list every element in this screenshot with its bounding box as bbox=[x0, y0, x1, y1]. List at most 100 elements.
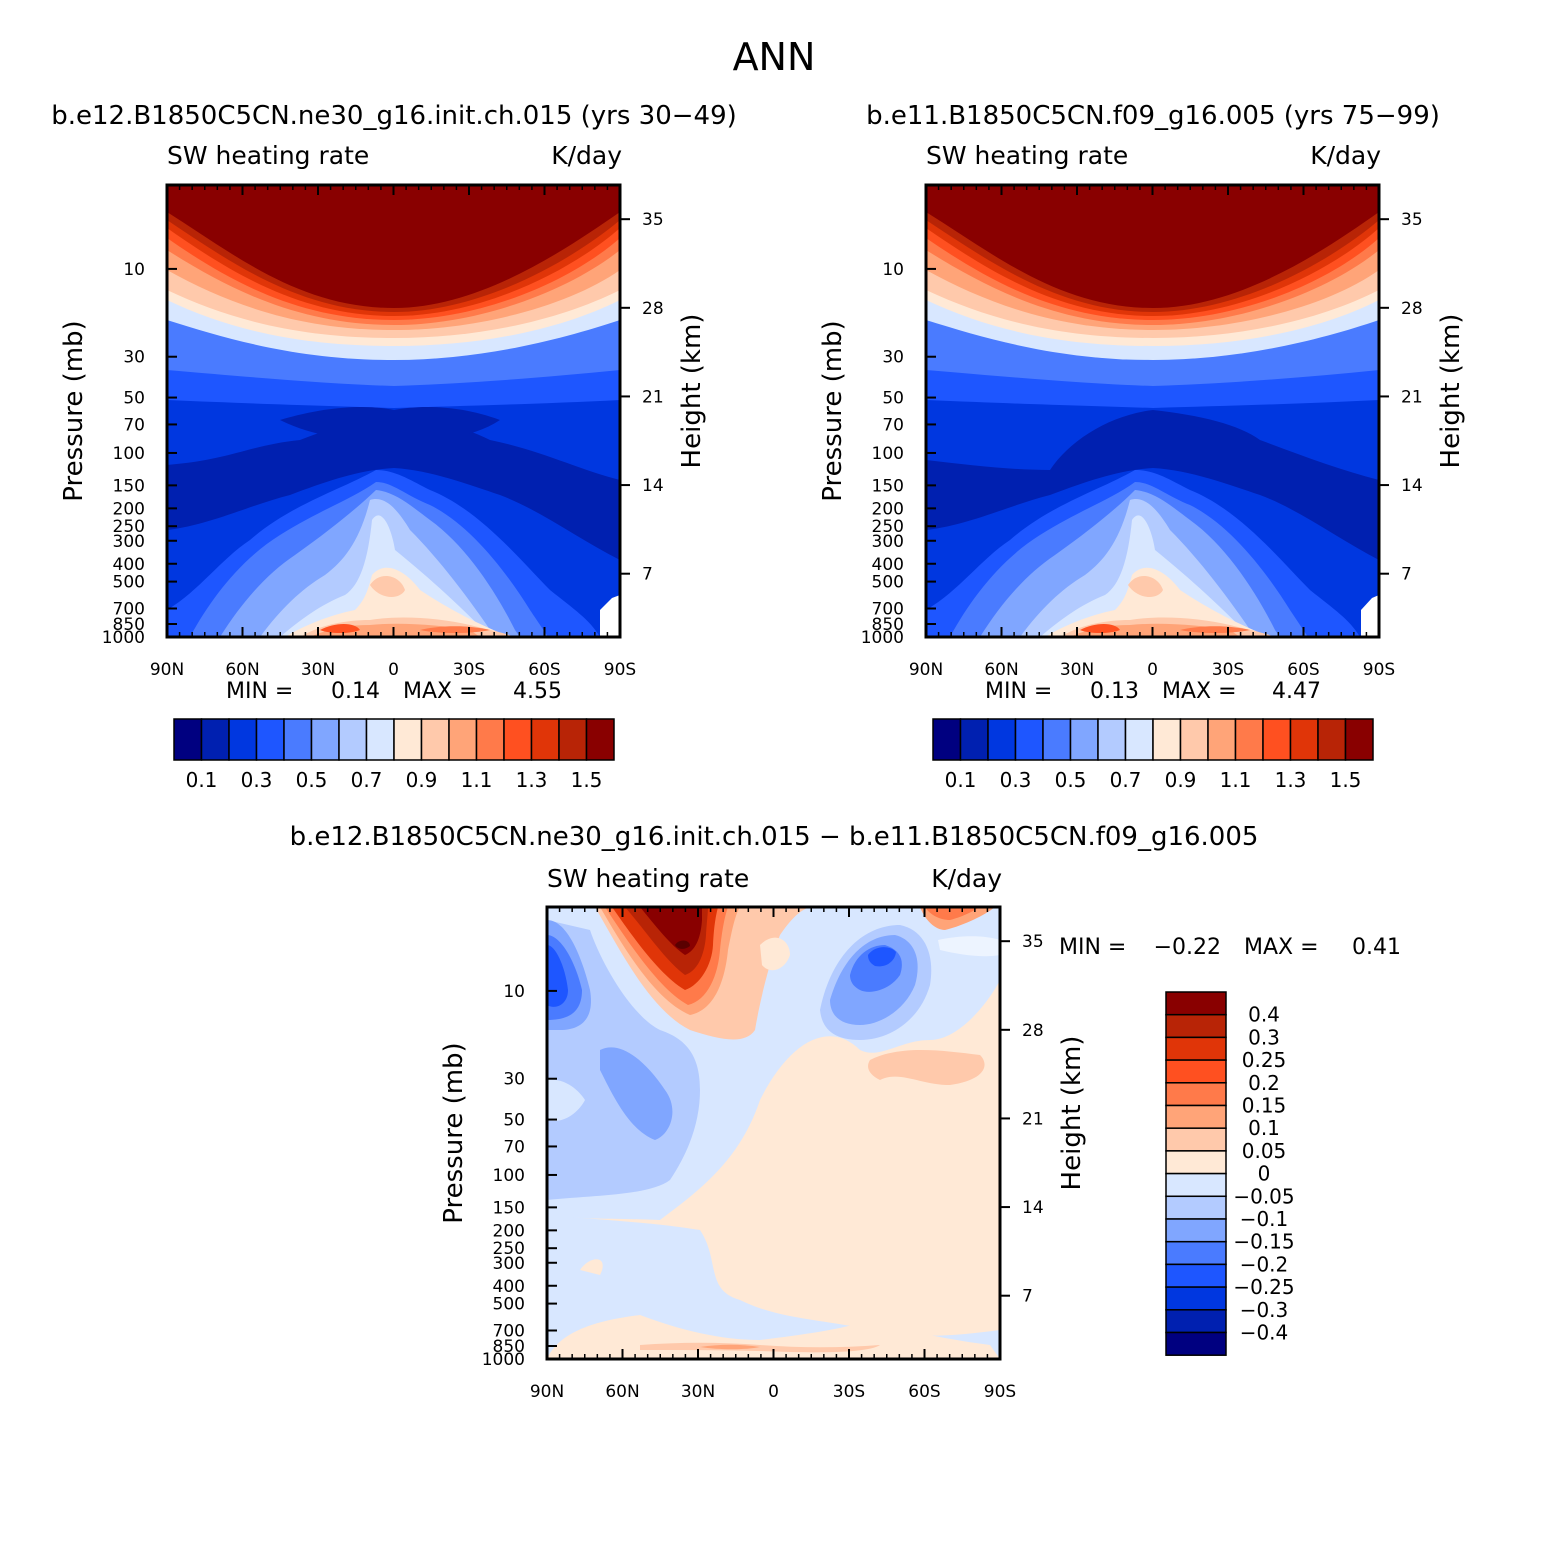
panel-right-ytick-label: 1000 bbox=[861, 628, 904, 648]
panel-diff-variable: SW heating rate bbox=[547, 864, 749, 893]
figure-title: ANN bbox=[733, 35, 816, 79]
panel-right-colorbar-label: 0.3 bbox=[1000, 768, 1032, 792]
panel-diff-min-value: −0.22 bbox=[1154, 935, 1221, 960]
panel-diff-colorbar-swatch bbox=[1165, 1218, 1227, 1243]
panel-diff-xtick-label: 30N bbox=[681, 1382, 715, 1402]
panel-left-colorbar-label: 0.9 bbox=[406, 768, 438, 792]
panel-diff-xtick-label: 0 bbox=[768, 1382, 779, 1402]
panel-diff-ylabel-right: Height (km) bbox=[1057, 1036, 1087, 1191]
panel-right-xtick-label: 60N bbox=[984, 660, 1018, 680]
panel-left-xtick-label: 90N bbox=[150, 660, 184, 680]
panel-right-colorbar-label: 0.9 bbox=[1165, 768, 1197, 792]
panel-left-ytick-label: 50 bbox=[123, 389, 145, 409]
panel-diff: b.e12.B1850C5CN.ne30_g16.init.ch.015 − b… bbox=[290, 822, 1401, 1361]
panel-diff-ytick-label: 10 bbox=[503, 982, 525, 1002]
panel-left-colorbar-swatch bbox=[228, 718, 258, 761]
panel-left-colorbar-swatch bbox=[173, 718, 203, 761]
panel-right-ytick-label: 200 bbox=[872, 499, 904, 519]
panel-right-colorbar-swatch bbox=[1014, 718, 1044, 761]
panel-left-contours bbox=[167, 185, 620, 637]
panel-diff-ytick-label: 300 bbox=[493, 1254, 525, 1274]
panel-right-htick-label: 28 bbox=[1401, 299, 1423, 319]
panel-right-htick-label: 7 bbox=[1401, 565, 1412, 585]
panel-diff-htick-label: 14 bbox=[1022, 1198, 1044, 1218]
panel-right-colorbar-swatch bbox=[1207, 718, 1237, 761]
panel-right-colorbar-swatch bbox=[1344, 718, 1374, 761]
panel-left-colorbar-label: 0.5 bbox=[296, 768, 328, 792]
panel-diff-xtick-label: 60S bbox=[908, 1382, 940, 1402]
panel-diff-colorbar-label: −0.1 bbox=[1240, 1207, 1289, 1231]
panel-left-xtick-label: 60N bbox=[225, 660, 259, 680]
panel-diff-colorbar-swatch bbox=[1165, 1036, 1227, 1061]
panel-right-colorbar-label: 1.1 bbox=[1220, 768, 1252, 792]
panel-left-ytick-label: 850 bbox=[113, 615, 145, 635]
panel-left-colorbar-label: 0.1 bbox=[186, 768, 218, 792]
panel-left-ytick-label: 400 bbox=[113, 555, 145, 575]
panel-diff-title: b.e12.B1850C5CN.ne30_g16.init.ch.015 − b… bbox=[290, 822, 1259, 852]
panel-diff-colorbar-swatch bbox=[1165, 1263, 1227, 1288]
panel-left-variable: SW heating rate bbox=[167, 141, 369, 170]
panel-left-xtick-label: 30N bbox=[301, 660, 335, 680]
panel-right-contours bbox=[926, 185, 1379, 637]
panel-right-ylabel: Pressure (mb) bbox=[818, 320, 848, 501]
panel-left-colorbar-swatch bbox=[283, 718, 313, 761]
panel-diff-ytick-label: 30 bbox=[503, 1070, 525, 1090]
panel-diff-colorbar-swatch bbox=[1165, 991, 1227, 1016]
panel-right-colorbar-label: 0.1 bbox=[945, 768, 977, 792]
panel-right-colorbar-swatch bbox=[1234, 718, 1264, 761]
panel-left-ytick-label: 300 bbox=[113, 532, 145, 552]
panel-right-htick-label: 21 bbox=[1401, 387, 1423, 407]
panel-diff-colorbar-swatch bbox=[1165, 1195, 1227, 1220]
panel-left-htick-label: 21 bbox=[642, 387, 664, 407]
panel-right-htick-label: 35 bbox=[1401, 210, 1423, 230]
panel-right-xtick-label: 60S bbox=[1287, 660, 1319, 680]
panel-left-colorbar-swatch bbox=[448, 718, 478, 761]
panel-diff-colorbar-swatch bbox=[1165, 1240, 1227, 1266]
panel-left-colorbar-label: 0.7 bbox=[351, 768, 383, 792]
panel-diff-ytick-label: 500 bbox=[493, 1295, 525, 1315]
panel-right-ytick-label: 850 bbox=[872, 615, 904, 635]
panel-diff-units: K/day bbox=[931, 864, 1002, 893]
panel-left-ytick-label: 30 bbox=[123, 348, 145, 368]
panel-diff-colorbar-label: 0.4 bbox=[1248, 1003, 1280, 1027]
panel-diff-ytick-label: 50 bbox=[503, 1111, 525, 1131]
panel-left-max-label: MAX = bbox=[403, 679, 478, 704]
panel-right-colorbar-label: 1.5 bbox=[1330, 768, 1362, 792]
panel-right-colorbar-swatch bbox=[1262, 718, 1292, 761]
panel-diff-ytick-label: 70 bbox=[503, 1137, 525, 1157]
panel-left-ytick-label: 70 bbox=[123, 415, 145, 435]
panel-diff-colorbar-label: 0.2 bbox=[1248, 1071, 1280, 1095]
panel-diff-colorbar-swatch bbox=[1165, 1150, 1227, 1175]
panel-diff-ylabel: Pressure (mb) bbox=[439, 1042, 469, 1223]
panel-left: b.e12.B1850C5CN.ne30_g16.init.ch.015 (yr… bbox=[51, 101, 737, 639]
panel-right-ytick-label: 500 bbox=[872, 573, 904, 593]
panel-left-xtick-label: 60S bbox=[528, 660, 560, 680]
panel-right-xtick-label: 0 bbox=[1147, 660, 1158, 680]
panel-diff-max-label: MAX = bbox=[1244, 935, 1319, 960]
panel-left-colorbar-swatch bbox=[338, 718, 368, 761]
panel-diff-colorbar-label: −0.15 bbox=[1233, 1230, 1294, 1254]
panel-right-ytick-label: 700 bbox=[872, 599, 904, 619]
panel-right-colorbar-label: 0.5 bbox=[1055, 768, 1087, 792]
axes-and-colorbars: 90N 60N 30N 0 30S 60S 90S103050701001502002503… bbox=[59, 185, 1466, 1402]
panel-left-colorbar-label: 1.3 bbox=[516, 768, 548, 792]
panel-right-variable: SW heating rate bbox=[926, 141, 1128, 170]
panel-diff-ytick-label: 400 bbox=[493, 1277, 525, 1297]
panel-diff-ytick-label: 850 bbox=[493, 1337, 525, 1357]
panel-left-colorbar-swatch bbox=[585, 718, 615, 761]
panel-diff-colorbar-swatch bbox=[1165, 1059, 1227, 1084]
panel-diff-htick-label: 28 bbox=[1022, 1021, 1044, 1041]
panel-right-colorbar-swatch bbox=[1124, 718, 1154, 761]
panel-right-xtick-label: 30N bbox=[1060, 660, 1094, 680]
panel-right-xtick-label: 90N bbox=[909, 660, 943, 680]
panel-right-ytick-label: 300 bbox=[872, 532, 904, 552]
panel-left-ylabel-right: Height (km) bbox=[677, 314, 707, 469]
panel-diff-colorbar-swatch bbox=[1165, 1172, 1227, 1198]
panel-diff-colorbar-label: 0.1 bbox=[1248, 1116, 1280, 1140]
panel-left-colorbar-swatch bbox=[558, 718, 588, 761]
panel-diff-colorbar-swatch bbox=[1165, 1013, 1227, 1039]
panel-right-ytick-label: 70 bbox=[882, 415, 904, 435]
panel-left-colorbar-swatch bbox=[200, 718, 230, 761]
panel-left-colorbar-swatch bbox=[530, 718, 560, 761]
